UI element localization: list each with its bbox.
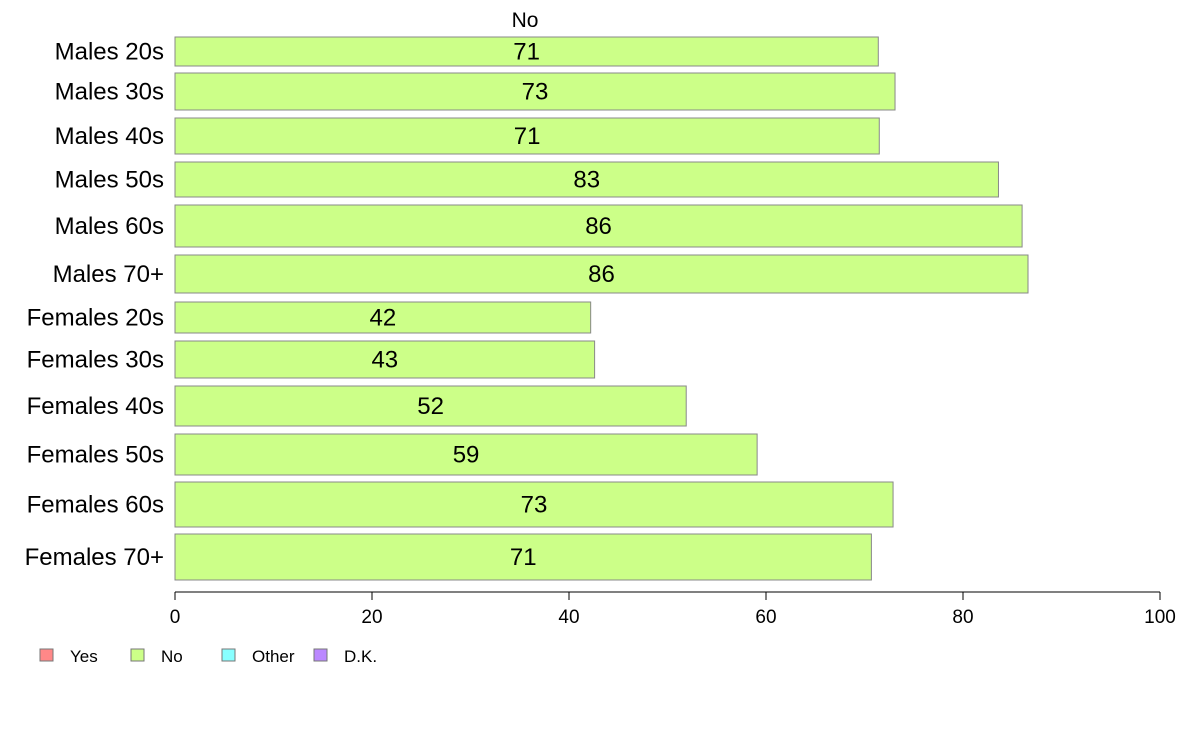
bar-value-label: 71 [510,544,537,571]
legend: Yes No Other D.K. [39,647,377,666]
category-label: Females 20s [27,305,164,332]
bar-value-label: 59 [453,442,480,469]
legend-label: D.K. [344,647,377,666]
bar [174,36,879,67]
category-label: Males 60s [55,213,164,240]
legend-swatch [130,648,145,662]
bar-value-label: 73 [521,492,548,519]
x-tick-label: 0 [170,607,181,628]
bar-value-label: 73 [522,79,549,106]
x-tick-label: 40 [558,607,579,628]
bar [174,204,1023,248]
x-tick-label: 80 [952,607,973,628]
category-label: Females 60s [27,492,164,519]
bar-value-label: 52 [417,393,444,420]
bar-value-label: 71 [514,123,541,150]
bar-value-label: 43 [371,347,398,374]
legend-swatch [39,648,54,662]
bar-value-label: 71 [513,39,540,66]
series-title: No [512,9,539,32]
bar-value-label: 86 [585,213,612,240]
category-label: Males 70+ [53,261,164,288]
bar [174,161,999,198]
category-label: Females 50s [27,442,164,469]
bar [174,385,687,427]
legend-label: No [161,647,183,666]
bar [174,433,758,476]
category-label: Females 30s [27,347,164,374]
bar-value-label: 42 [369,305,396,332]
bar [174,117,880,155]
legend-label: Yes [70,647,98,666]
category-label: Males 30s [55,79,164,106]
bar [174,340,596,379]
legend-label: Other [252,647,295,666]
x-tick-label: 100 [1144,607,1176,628]
bar [174,481,894,528]
category-label: Males 40s [55,123,164,150]
bar [174,301,592,334]
bar-value-label: 83 [573,167,600,194]
category-label: Males 20s [55,39,164,66]
bar-value-label: 86 [588,261,615,288]
bar [174,254,1029,294]
bars: 71 Males 20s 73 Males 30s 71 Males 40s 83 Males… [25,36,1029,581]
x-tick-label: 20 [361,607,382,628]
category-label: Females 70+ [25,544,164,571]
category-label: Males 50s [55,167,164,194]
bar [174,533,872,581]
legend-swatch [313,648,328,662]
bar [174,72,896,111]
category-label: Females 40s [27,393,164,420]
legend-swatch [221,648,236,662]
x-tick-label: 60 [755,607,776,628]
x-axis: 0 20 40 60 80 100 [170,591,1176,628]
